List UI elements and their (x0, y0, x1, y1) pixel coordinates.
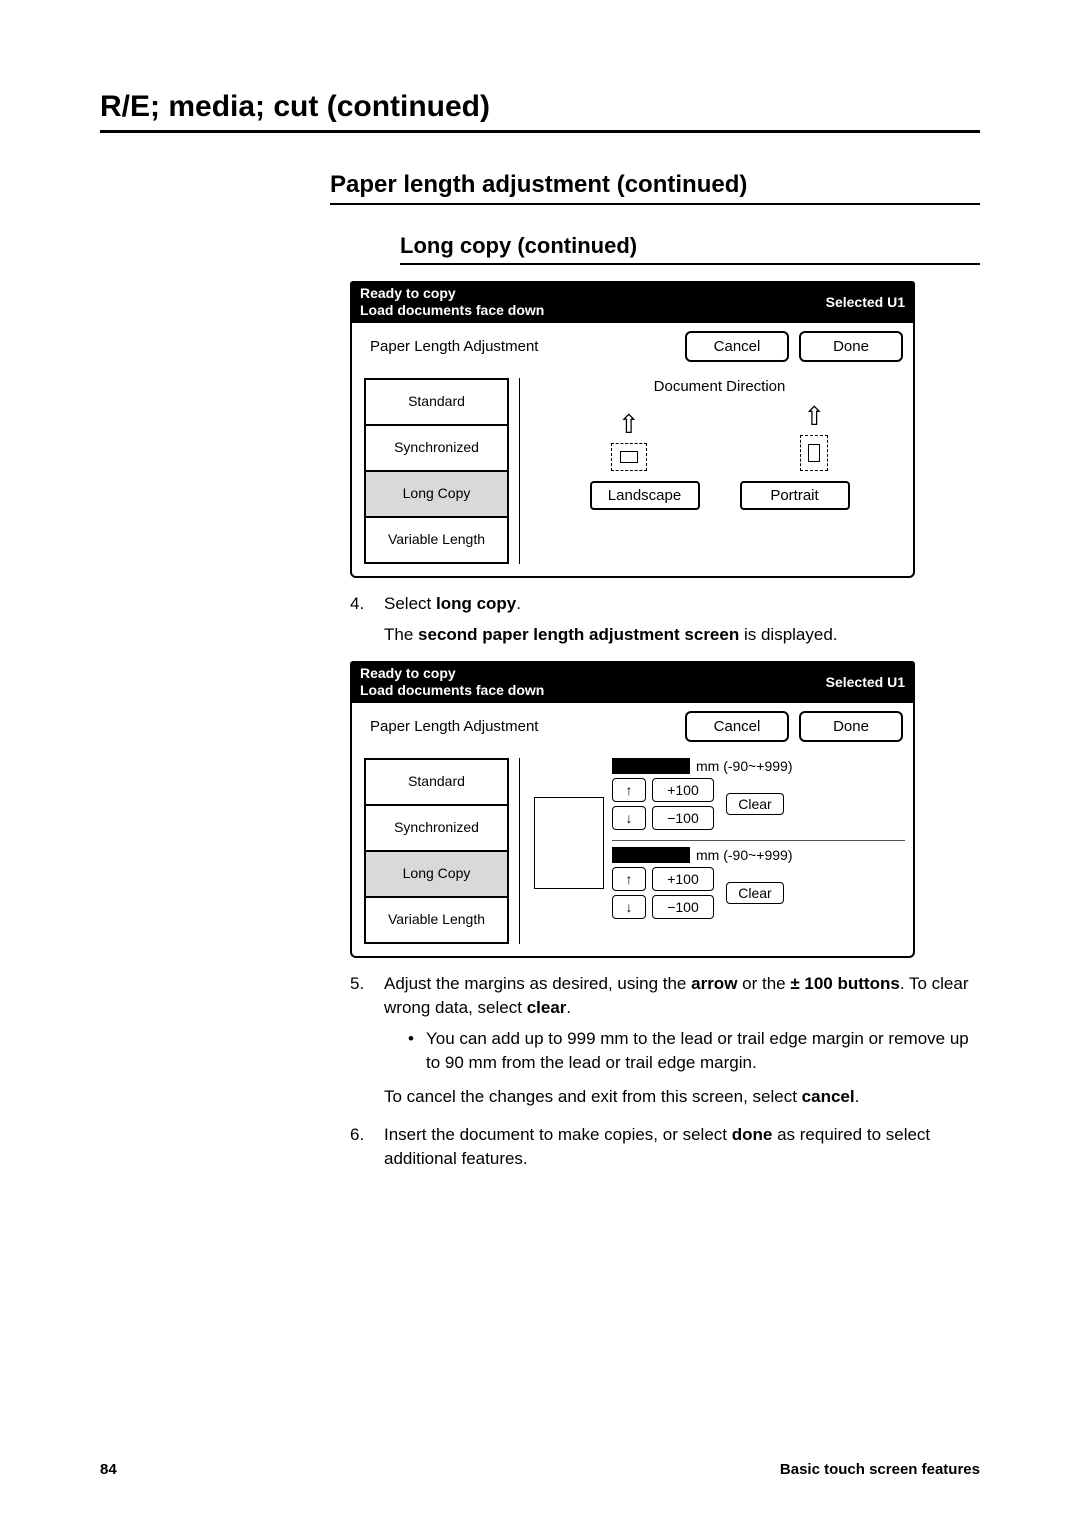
tab-column: Standard Synchronized Long Copy Variable… (364, 378, 509, 564)
arrow-up-icon: ⇧ (611, 411, 647, 437)
plus-100-button[interactable]: +100 (652, 867, 714, 891)
arrow-up-button[interactable]: ↑ (612, 778, 646, 802)
tab-long-copy[interactable]: Long Copy (366, 472, 507, 518)
page-title: R/E; media; cut (continued) (100, 90, 980, 133)
status-load: Load documents face down (360, 302, 544, 319)
selected-label: Selected (826, 674, 884, 690)
value-display (612, 847, 690, 863)
tab-column: Standard Synchronized Long Copy Variable… (364, 758, 509, 944)
minus-100-button[interactable]: −100 (652, 806, 714, 830)
arrow-down-button[interactable]: ↓ (612, 895, 646, 919)
arrow-up-icon: ⇧ (800, 403, 828, 429)
clear-button[interactable]: Clear (726, 793, 784, 815)
done-button[interactable]: Done (799, 331, 903, 362)
subsection-title: Long copy (continued) (400, 233, 980, 265)
step4-follow-post: is displayed. (739, 625, 837, 644)
tab-synchronized[interactable]: Synchronized (366, 426, 507, 472)
status-ready: Ready to copy (360, 665, 544, 682)
doc-direction-label: Document Direction (534, 378, 905, 395)
range-label: mm (-90~+999) (696, 758, 792, 774)
tab-synchronized[interactable]: Synchronized (366, 806, 507, 852)
done-button[interactable]: Done (799, 711, 903, 742)
page-number: 84 (100, 1461, 117, 1478)
arrow-down-button[interactable]: ↓ (612, 806, 646, 830)
tab-variable-length[interactable]: Variable Length (366, 518, 507, 564)
portrait-icon (800, 435, 828, 471)
cancel-button[interactable]: Cancel (685, 331, 789, 362)
screen-1: Ready to copy Load documents face down S… (350, 281, 915, 578)
adjustment-pane: mm (-90~+999) ↑ ↓ +100 −100 (519, 758, 905, 944)
landscape-button[interactable]: Landscape (590, 481, 700, 510)
section-title: Paper length adjustment (continued) (330, 171, 980, 205)
value-display (612, 758, 690, 774)
cancel-button[interactable]: Cancel (685, 711, 789, 742)
step-num: 4. (350, 592, 384, 648)
status-ready: Ready to copy (360, 285, 544, 302)
clear-button[interactable]: Clear (726, 882, 784, 904)
step4-follow-pre: The (384, 625, 418, 644)
tab-long-copy[interactable]: Long Copy (366, 852, 507, 898)
preview-box (534, 797, 604, 889)
screen-caption: Paper Length Adjustment (370, 338, 675, 355)
screen-caption: Paper Length Adjustment (370, 718, 675, 735)
step4-post: . (516, 594, 521, 613)
selected-value: U1 (887, 674, 905, 690)
arrow-up-button[interactable]: ↑ (612, 867, 646, 891)
step-num: 5. (350, 972, 384, 1109)
screen-header: Ready to copy Load documents face down S… (350, 661, 915, 703)
step-num: 6. (350, 1123, 384, 1171)
status-load: Load documents face down (360, 682, 544, 699)
page-footer: 84 Basic touch screen features (100, 1461, 980, 1478)
screen-2: Ready to copy Load documents face down S… (350, 661, 915, 958)
landscape-icon (611, 443, 647, 471)
tab-standard[interactable]: Standard (366, 380, 507, 426)
portrait-button[interactable]: Portrait (740, 481, 850, 510)
tab-variable-length[interactable]: Variable Length (366, 898, 507, 944)
step-4: 4. Select long copy. The second paper le… (350, 592, 980, 648)
step4-pre: Select (384, 594, 436, 613)
steps-5-6: 5. Adjust the margins as desired, using … (350, 972, 980, 1171)
bullet-icon: • (408, 1027, 426, 1075)
step5-bullet: You can add up to 999 mm to the lead or … (426, 1027, 980, 1075)
screen-header: Ready to copy Load documents face down S… (350, 281, 915, 323)
range-label: mm (-90~+999) (696, 847, 792, 863)
doc-direction-pane: Document Direction ⇧ ⇧ Landscape Portrai… (519, 378, 905, 564)
step4-follow-bold: second paper length adjustment screen (418, 625, 739, 644)
step4-bold: long copy (436, 594, 516, 613)
footer-right: Basic touch screen features (780, 1461, 980, 1478)
tab-standard[interactable]: Standard (366, 760, 507, 806)
plus-100-button[interactable]: +100 (652, 778, 714, 802)
selected-value: U1 (887, 294, 905, 310)
minus-100-button[interactable]: −100 (652, 895, 714, 919)
selected-label: Selected (826, 294, 884, 310)
